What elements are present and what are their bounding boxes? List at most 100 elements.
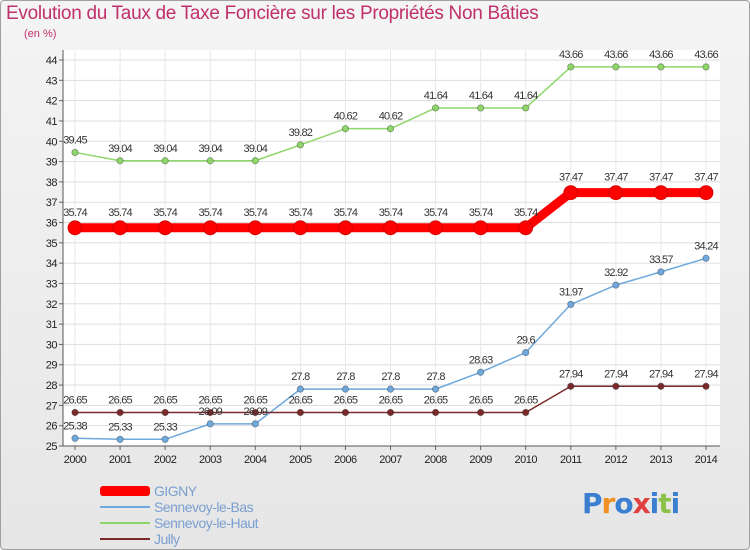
point-jully-2007 [386, 408, 395, 417]
data-labels: 39.45 39.04 39.04 39.04 39.04 39.82 40.62 40.62… [63, 49, 719, 433]
data-label-jully-2006: 26.65 [334, 394, 358, 406]
point-gigny-2010 [518, 220, 534, 236]
point-sennevoy-le-haut-2002 [161, 157, 169, 165]
point-sennevoy-le-haut-2008 [431, 104, 440, 112]
data-label-jully-2005: 26.65 [289, 394, 313, 406]
ytick-label-38: 38 [46, 177, 58, 189]
legend-label-gigny: GIGNY [154, 483, 197, 499]
data-label-sennevoy-le-haut-2003: 39.04 [198, 143, 222, 155]
data-label-gigny-2007: 35.74 [379, 207, 403, 219]
ytick-label-43: 43 [46, 75, 58, 87]
data-label-jully-2002: 26.65 [153, 394, 177, 406]
xtick-label-2002: 2002 [154, 454, 177, 466]
xtick-label-2011: 2011 [560, 454, 582, 466]
data-label-sennevoy-le-haut-2001: 39.04 [108, 143, 132, 155]
point-sennevoy-le-haut-2014 [702, 63, 710, 71]
data-label-sennevoy-le-haut-2009: 41.64 [469, 90, 493, 102]
data-label-jully-2014: 27.94 [694, 368, 718, 380]
data-label-gigny-2004: 35.74 [244, 207, 268, 219]
point-sennevoy-le-bas-2002 [161, 435, 169, 443]
point-sennevoy-le-bas-2014 [702, 254, 710, 262]
data-label-jully-2012: 27.94 [604, 368, 628, 380]
xtick-label-2007: 2007 [379, 454, 402, 466]
point-sennevoy-le-bas-2003 [206, 420, 214, 428]
point-sennevoy-le-bas-2006 [341, 385, 350, 393]
point-sennevoy-le-bas-2005 [296, 385, 304, 393]
data-label-sennevoy-le-haut-2007: 40.62 [379, 111, 403, 123]
ytick-label-25: 25 [46, 441, 58, 453]
data-label-jully-2001: 26.65 [108, 394, 132, 406]
logo-letter-5: t [658, 487, 671, 520]
legend-label-sennevoy-le-haut: Sennevoy-le-Haut [154, 515, 259, 531]
axes: 25 26 27 28 29 30 31 32 33 34 35 36 37 38 39 40 41 42 43 44… [46, 50, 720, 466]
point-sennevoy-le-haut-2006 [341, 125, 350, 133]
point-jully-2009 [477, 408, 485, 417]
point-gigny-2011 [563, 185, 579, 201]
data-label-sennevoy-le-bas-2000: 25.38 [63, 420, 87, 432]
point-sennevoy-le-haut-2005 [296, 141, 304, 149]
point-gigny-2009 [473, 220, 489, 236]
data-label-gigny-2010: 35.74 [514, 207, 538, 219]
data-label-sennevoy-le-haut-2005: 39.82 [289, 127, 313, 139]
point-sennevoy-le-bas-2000 [71, 434, 79, 442]
point-sennevoy-le-haut-2011 [567, 63, 575, 71]
legend-label-sennevoy-le-bas: Sennevoy-le-Bas [154, 499, 254, 515]
point-gigny-2005 [292, 220, 308, 236]
point-jully-2006 [341, 408, 350, 417]
plot-area: 25 26 27 28 29 30 31 32 33 34 35 36 37 38 39 40 41 42 43 44… [46, 49, 720, 466]
logo-letter-1: r [601, 487, 616, 520]
data-label-sennevoy-le-bas-2007: 27.8 [381, 371, 400, 383]
ytick-label-36: 36 [46, 218, 58, 230]
point-gigny-2013 [653, 185, 669, 201]
data-label-sennevoy-le-bas-2003: 26.09 [198, 406, 222, 418]
data-label-gigny-2012: 37.47 [604, 172, 628, 184]
data-label-gigny-2003: 35.74 [198, 207, 222, 219]
data-label-sennevoy-le-haut-2002: 39.04 [153, 143, 177, 155]
point-jully-2013 [657, 382, 665, 390]
plot-background [63, 50, 720, 446]
chart-title: Evolution du Taux de Taxe Foncière sur l… [6, 3, 539, 24]
data-label-gigny-2000: 35.74 [63, 207, 87, 219]
data-label-gigny-2001: 35.74 [108, 207, 132, 219]
data-label-sennevoy-le-bas-2014: 34.24 [694, 240, 718, 252]
point-sennevoy-le-bas-2004 [251, 420, 259, 428]
grid [63, 50, 720, 447]
data-label-sennevoy-le-bas-2009: 28.63 [469, 354, 493, 366]
point-jully-2001 [116, 408, 124, 417]
data-label-gigny-2011: 37.47 [559, 172, 583, 184]
data-label-jully-2004: 26.65 [244, 394, 268, 406]
data-label-sennevoy-le-haut-2013: 43.66 [649, 49, 673, 61]
data-label-gigny-2006: 35.74 [334, 207, 358, 219]
xtick-label-2004: 2004 [244, 454, 267, 466]
xtick-label-2012: 2012 [605, 454, 628, 466]
data-label-sennevoy-le-haut-2010: 41.64 [514, 90, 538, 102]
logo-letter-3: x [632, 487, 651, 520]
xtick-label-2000: 2000 [64, 454, 87, 466]
point-jully-2002 [161, 408, 169, 417]
ytick-label-44: 44 [46, 55, 58, 67]
data-label-sennevoy-le-bas-2012: 32.92 [604, 267, 628, 279]
data-label-jully-2011: 27.94 [559, 368, 583, 380]
data-label-sennevoy-le-haut-2004: 39.04 [244, 143, 268, 155]
point-gigny-2008 [428, 220, 443, 236]
point-gigny-2014 [698, 185, 714, 201]
point-gigny-2012 [608, 185, 624, 201]
point-sennevoy-le-bas-2008 [431, 385, 440, 393]
logo-letter-6: i [670, 487, 681, 520]
data-label-gigny-2009: 35.74 [469, 207, 493, 219]
data-label-jully-2003: 26.65 [198, 394, 222, 406]
point-jully-2004 [251, 408, 259, 417]
point-sennevoy-le-haut-2001 [116, 157, 124, 165]
data-label-sennevoy-le-bas-2005: 27.8 [291, 371, 310, 383]
data-label-sennevoy-le-bas-2011: 31.97 [559, 286, 583, 298]
ytick-label-40: 40 [46, 136, 58, 148]
xtick-label-2005: 2005 [289, 454, 312, 466]
point-jully-2014 [702, 382, 710, 390]
data-label-gigny-2013: 37.47 [649, 172, 673, 184]
data-label-jully-2000: 26.65 [63, 394, 87, 406]
ytick-label-33: 33 [46, 278, 58, 290]
point-jully-2012 [612, 382, 620, 390]
point-sennevoy-le-bas-2007 [386, 385, 395, 393]
point-sennevoy-le-haut-2003 [206, 157, 214, 165]
data-label-jully-2007: 26.65 [379, 394, 403, 406]
